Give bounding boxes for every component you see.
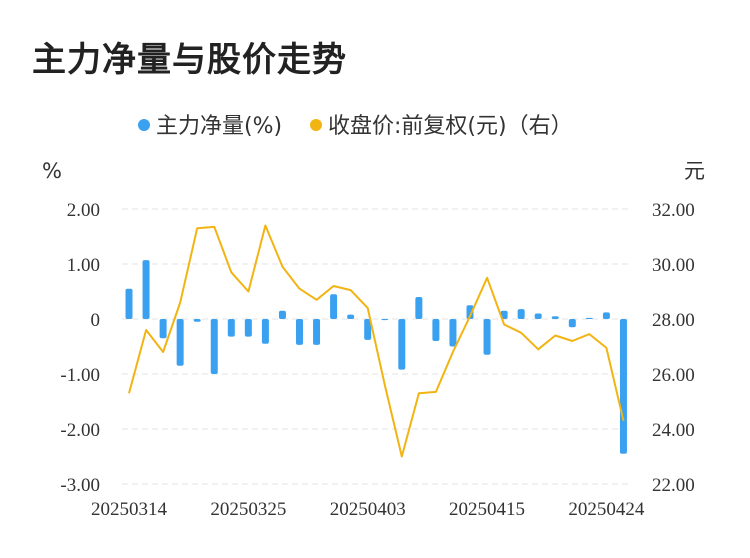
bar xyxy=(261,319,269,344)
bar xyxy=(159,319,167,339)
legend-bar-marker xyxy=(138,119,150,131)
right-tick-label: 30.00 xyxy=(652,255,695,276)
bar xyxy=(517,309,525,319)
bar xyxy=(125,288,133,319)
legend: 主力净量(%) 收盘价:前复权(元)（右） xyxy=(138,114,573,139)
bar xyxy=(176,319,184,366)
right-tick-label: 24.00 xyxy=(652,420,695,441)
left-tick-label: -3.00 xyxy=(60,475,100,496)
bar xyxy=(398,319,406,370)
bar xyxy=(210,319,218,374)
bar xyxy=(244,319,252,337)
x-tick-label: 20250415 xyxy=(449,499,525,520)
left-tick-label: 1.00 xyxy=(67,255,100,276)
right-tick-label: 32.00 xyxy=(652,200,695,221)
bar xyxy=(534,313,542,319)
bar xyxy=(602,312,610,319)
bar xyxy=(313,319,321,345)
bar xyxy=(347,314,355,319)
bar xyxy=(330,294,338,319)
bar xyxy=(227,319,235,337)
x-axis-ticks: 20250314 20250325 20250403 20250415 20250424 xyxy=(91,499,645,520)
left-tick-label: -1.00 xyxy=(60,365,100,386)
bar xyxy=(415,297,423,319)
right-tick-label: 22.00 xyxy=(652,475,695,496)
price-line xyxy=(128,224,625,458)
bar xyxy=(432,319,440,341)
right-axis-unit: 元 xyxy=(684,159,705,183)
bar xyxy=(364,319,372,340)
bar xyxy=(449,319,457,347)
bar xyxy=(619,319,627,454)
x-tick-label: 20250424 xyxy=(568,499,645,520)
x-tick-label: 20250325 xyxy=(210,499,286,520)
grid xyxy=(122,208,630,485)
bar-series xyxy=(125,260,627,454)
bar xyxy=(296,319,303,345)
right-tick-label: 26.00 xyxy=(652,365,695,386)
legend-line-label: 收盘价:前复权(元)（右） xyxy=(328,114,573,139)
bar xyxy=(551,316,559,319)
left-axis-unit: % xyxy=(42,159,62,183)
bar xyxy=(466,305,474,319)
bar xyxy=(483,319,491,355)
legend-bar-label: 主力净量(%) xyxy=(156,114,282,139)
left-axis-ticks: 2.00 1.00 0 -1.00 -2.00 -3.00 xyxy=(60,200,100,496)
legend-line-marker xyxy=(310,119,322,131)
bar xyxy=(585,317,593,319)
left-tick-label: 0 xyxy=(91,310,101,331)
x-tick-label: 20250403 xyxy=(330,499,406,520)
bar xyxy=(381,319,389,321)
left-tick-label: 2.00 xyxy=(67,200,100,221)
right-axis-ticks: 32.00 30.00 28.00 26.00 24.00 22.00 xyxy=(652,200,695,496)
bar xyxy=(568,319,576,328)
x-tick-label: 20250314 xyxy=(91,499,168,520)
left-tick-label: -2.00 xyxy=(60,420,100,441)
bar xyxy=(278,310,286,319)
line-series xyxy=(128,224,625,458)
page-title: 主力净量与股价走势 xyxy=(32,40,347,80)
bar xyxy=(193,319,201,322)
right-tick-label: 28.00 xyxy=(652,310,695,331)
bar xyxy=(142,260,150,319)
